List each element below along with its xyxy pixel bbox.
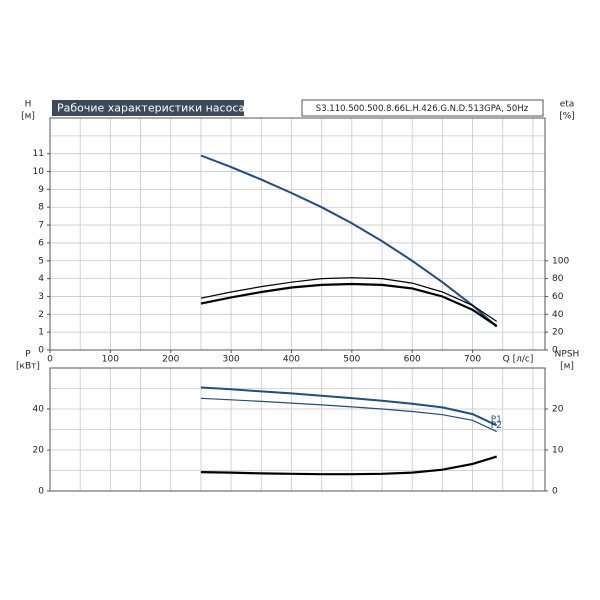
series-line [200,282,498,327]
x-tick-label: 100 [102,355,119,365]
series-label: P2 [491,421,502,431]
y2-tick-label: 10 [552,446,564,456]
y-tick-label: 10 [33,167,45,177]
y-tick-label: 5 [38,256,44,266]
y-tick-label: 8 [38,203,44,213]
chart-title: Рабочие характеристики насоса [57,102,245,115]
y-tick-label: 40 [33,405,45,415]
y-tick-label: 0 [38,346,44,356]
y-axis-unit: [м] [21,112,35,122]
y-tick-label: 1 [38,328,44,338]
x-tick-label: 400 [283,355,300,365]
y2-axis-label: NPSH [555,350,580,360]
series-line [200,397,497,433]
y2-axis-label: eta [560,100,575,110]
y-tick-label: 3 [38,292,44,302]
series-line [200,455,498,476]
y-tick-label: 20 [33,446,45,456]
plot-frame [49,117,546,351]
y2-tick-label: 100 [552,256,569,266]
y-axis-label: P [25,350,31,360]
x-tick-label: 600 [404,355,421,365]
y-tick-label: 0 [38,487,44,497]
y2-axis-unit: [м] [560,362,574,372]
y-axis-label: H [25,100,32,110]
x-tick-label: 0 [47,355,53,365]
y-tick-label: 2 [38,310,44,320]
y-axis-unit: [кВт] [16,362,40,372]
x-tick-label: 700 [464,355,481,365]
series-line [200,154,498,328]
series-line [200,277,498,322]
y-tick-label: 11 [33,149,44,159]
y2-tick-label: 40 [552,310,564,320]
model-box [301,99,544,117]
plot-frame [49,367,546,492]
y2-tick-label: 0 [552,346,558,356]
x-tick-label: 300 [223,355,240,365]
x-tick-label: 200 [162,355,179,365]
y2-tick-label: 20 [552,328,564,338]
title-box [52,100,244,116]
y2-tick-label: 0 [552,487,558,497]
y2-tick-label: 60 [552,292,564,302]
series-line [200,386,498,427]
x-axis-label: Q [л/с] [503,355,534,365]
y2-axis-unit: [%] [559,112,575,122]
y-tick-label: 7 [38,221,44,231]
series-label: P1 [491,415,502,425]
x-tick-label: 500 [343,355,360,365]
y-tick-label: 4 [38,274,44,284]
y2-tick-label: 20 [552,405,564,415]
y-tick-label: 9 [38,185,44,195]
plot-area [50,118,545,350]
model-label: S3.110.500.500.8.66L.H.426.G.N.D.513GPA,… [316,104,529,114]
y-tick-label: 6 [38,238,44,248]
y2-tick-label: 80 [552,274,564,284]
